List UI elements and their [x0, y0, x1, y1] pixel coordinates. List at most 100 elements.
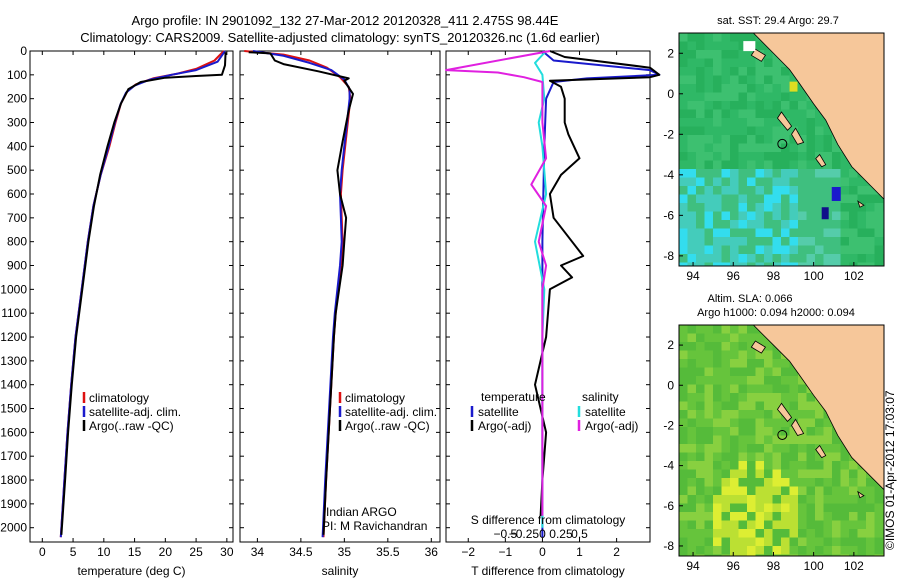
map-cell	[687, 427, 697, 436]
map-cell	[704, 393, 714, 402]
map-cell	[840, 512, 850, 521]
map-cell	[798, 478, 807, 487]
map-cell	[679, 546, 688, 555]
map-cell	[764, 418, 773, 428]
map-cell	[696, 169, 705, 178]
map-cell	[721, 58, 731, 68]
map-cell	[781, 435, 790, 445]
map-cell	[798, 435, 807, 445]
map-cell	[738, 325, 748, 334]
map-cell	[713, 211, 722, 221]
map-cell	[781, 220, 790, 229]
map-cell	[704, 333, 714, 343]
map-cell	[696, 41, 705, 51]
map-cell	[721, 410, 731, 419]
map-cell	[738, 220, 748, 229]
map-cell	[679, 342, 688, 351]
map-cell	[679, 194, 688, 204]
map-cell	[696, 546, 705, 555]
map-cell	[798, 537, 807, 547]
map-cell	[866, 486, 875, 496]
map-cell	[747, 478, 756, 487]
x-tick-label: 94	[686, 269, 700, 283]
cold-patch	[831, 186, 841, 201]
map-cell	[721, 427, 731, 436]
map-cell	[696, 495, 705, 504]
map-cell	[798, 410, 807, 419]
map-cell	[679, 393, 688, 402]
map-cell	[806, 126, 816, 136]
map-cell	[764, 546, 773, 555]
map-cell	[755, 254, 765, 263]
map-cell	[806, 118, 816, 127]
map-cell	[721, 367, 731, 377]
map-cell	[730, 367, 739, 377]
map-cell	[815, 452, 824, 462]
map-cell	[798, 220, 807, 229]
map-cell	[730, 418, 739, 428]
map-cell	[781, 469, 790, 479]
map-cell	[798, 469, 807, 479]
map-cell	[738, 75, 748, 85]
map-cell	[806, 452, 816, 462]
map-cell	[781, 203, 790, 212]
sst-map-panel: 94 96 98 100 102 2 0 -2 -4 -6 -8 sat. SST: 29.4 Arg…	[663, 15, 885, 283]
map-cell	[747, 469, 756, 479]
map-cell	[849, 228, 858, 238]
map-cell	[713, 203, 722, 212]
x-tick-label: 36	[425, 545, 439, 559]
legend-label: satellite-adj. clim.	[345, 405, 437, 419]
map-cell	[730, 554, 739, 556]
map-cell	[772, 67, 782, 76]
map-cell	[806, 427, 816, 436]
map-cell	[849, 537, 858, 547]
x-tick-label: 20	[159, 545, 173, 559]
map-cell	[755, 67, 765, 76]
land-sumatra	[752, 325, 884, 491]
map-cell	[764, 469, 773, 479]
map-cell	[679, 427, 688, 436]
map-cell	[738, 461, 748, 470]
map-cell	[730, 211, 739, 221]
map-cell	[747, 160, 756, 170]
map-cell	[798, 160, 807, 170]
map-cell	[755, 92, 765, 102]
map-cell	[713, 75, 722, 85]
map-cell	[764, 512, 773, 521]
land-island	[750, 340, 766, 354]
map-cell	[687, 342, 697, 351]
map-cell	[696, 220, 705, 229]
map-cell	[764, 554, 773, 556]
map-cell	[823, 143, 833, 153]
map-cell	[781, 245, 790, 255]
map-cell	[738, 410, 748, 419]
map-cell	[687, 384, 697, 394]
map-cell	[849, 486, 858, 496]
map-cell	[679, 203, 688, 212]
map-cell	[832, 143, 841, 153]
map-cell	[713, 126, 722, 136]
map-cell	[738, 118, 748, 127]
map-cell	[832, 461, 841, 470]
map-cell	[704, 228, 714, 238]
map-cell	[832, 452, 841, 462]
map-cell	[857, 220, 867, 229]
map-cell	[866, 503, 875, 513]
map-cell	[772, 418, 782, 428]
map-cell	[747, 359, 756, 368]
difference-axes-box	[445, 50, 651, 543]
map-cell	[687, 186, 697, 195]
map-cell	[730, 546, 739, 555]
map-cell	[713, 529, 722, 538]
map-cell	[679, 537, 688, 547]
map-cell	[747, 546, 756, 555]
map-cell	[764, 58, 773, 68]
map-cell	[874, 245, 884, 255]
map-cell	[747, 495, 756, 504]
map-cell	[704, 245, 714, 255]
map-cell	[772, 469, 782, 479]
map-cell	[874, 237, 884, 246]
map-cell	[704, 359, 714, 368]
map-cell	[730, 50, 739, 59]
map-cell	[798, 143, 807, 153]
